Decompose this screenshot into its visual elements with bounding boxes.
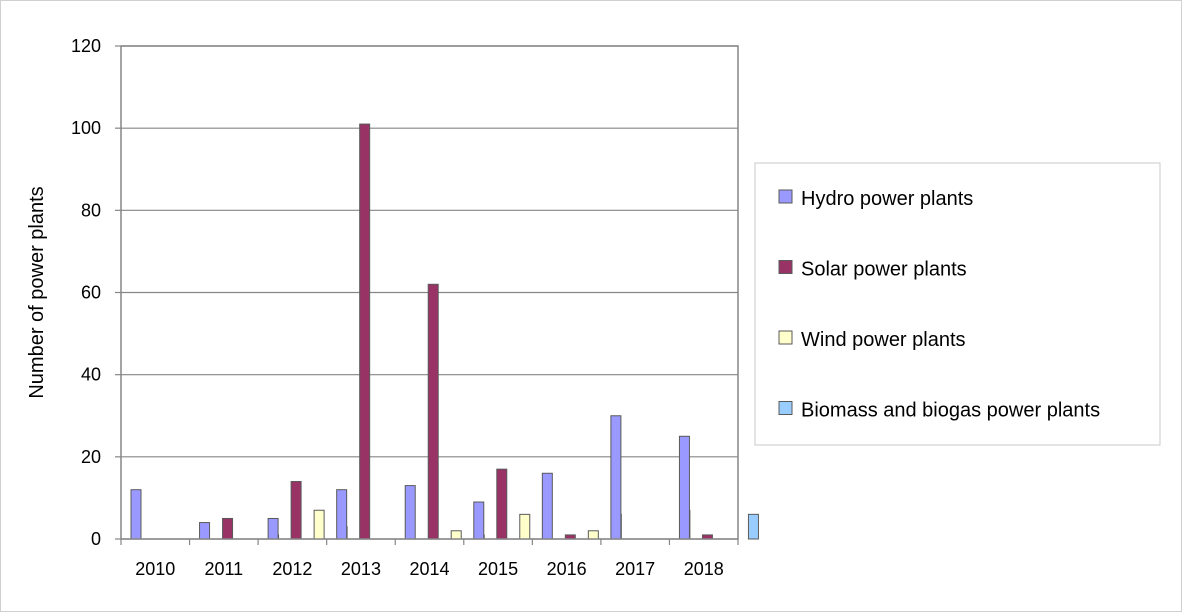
y-tick-label: 120 — [71, 36, 101, 56]
legend-label: Wind power plants — [801, 329, 966, 351]
y-tick-label: 0 — [91, 529, 101, 549]
x-tick-label: 2010 — [135, 559, 175, 579]
y-tick-label: 60 — [81, 283, 101, 303]
x-tick-label: 2011 — [204, 559, 243, 579]
legend-swatch — [778, 189, 793, 204]
bar-hydro-power-plants-2015 — [473, 501, 485, 540]
bar-hydro-power-plants-2018 — [678, 435, 690, 540]
bar-wind-power-plants-2012 — [313, 509, 325, 540]
bar-hydro-power-plants-2011 — [199, 522, 211, 540]
x-axis-ticks: 2010 2011 2012 2013 2014 2015 2016 2017 2018 — [120, 539, 739, 579]
y-tick-label: 80 — [81, 200, 101, 220]
legend-label: Hydro power plants — [801, 188, 973, 210]
x-tick-label: 2015 — [478, 559, 518, 579]
legend-label: Solar power plants — [801, 259, 967, 281]
bar-hydro-power-plants-2012 — [267, 517, 279, 540]
bar-solar-power-plants-2012 — [290, 480, 302, 540]
legend-box — [754, 162, 1161, 446]
x-tick-label: 2017 — [615, 559, 655, 579]
bar-hydro-power-plants-2016 — [541, 472, 553, 540]
bar-hydro-power-plants-2014 — [404, 485, 416, 540]
bar-wind-power-plants-2016 — [587, 530, 599, 540]
x-tick-label: 2018 — [684, 559, 724, 579]
bar-hydro-power-plants-2013 — [336, 489, 348, 540]
bar-solar-power-plants-2014 — [427, 283, 439, 540]
bar-wind-power-plants-2015 — [519, 513, 531, 540]
bar-solar-power-plants-2011 — [222, 517, 234, 540]
bar-solar-power-plants-2015 — [496, 468, 508, 540]
y-tick-label: 100 — [71, 118, 101, 138]
x-tick-label: 2014 — [409, 559, 449, 579]
bar-hydro-power-plants-2010 — [130, 489, 142, 540]
bar-biomass-and-biogas-power-plants-2018 — [747, 513, 759, 540]
legend-swatch — [778, 401, 793, 415]
bar-hydro-power-plants-2017 — [610, 415, 622, 540]
bar-solar-power-plants-2013 — [359, 123, 371, 540]
y-axis-title: Number of power plants — [26, 186, 48, 398]
bars — [130, 123, 759, 540]
x-tick-label: 2016 — [547, 559, 587, 579]
legend-swatch — [778, 330, 793, 345]
y-tick-label: 40 — [81, 365, 101, 385]
x-tick-label: 2012 — [272, 559, 312, 579]
legend-label: Biomass and biogas power plants — [801, 400, 1100, 422]
y-axis-ticks: 0 20 40 60 80 100 120 — [71, 36, 121, 549]
legend: Hydro power plants Solar power plants Wind… — [754, 162, 1161, 446]
legend-swatch — [778, 260, 793, 274]
bar-wind-power-plants-2014 — [450, 530, 462, 540]
x-tick-label: 2013 — [341, 559, 381, 579]
y-tick-label: 20 — [81, 447, 101, 467]
